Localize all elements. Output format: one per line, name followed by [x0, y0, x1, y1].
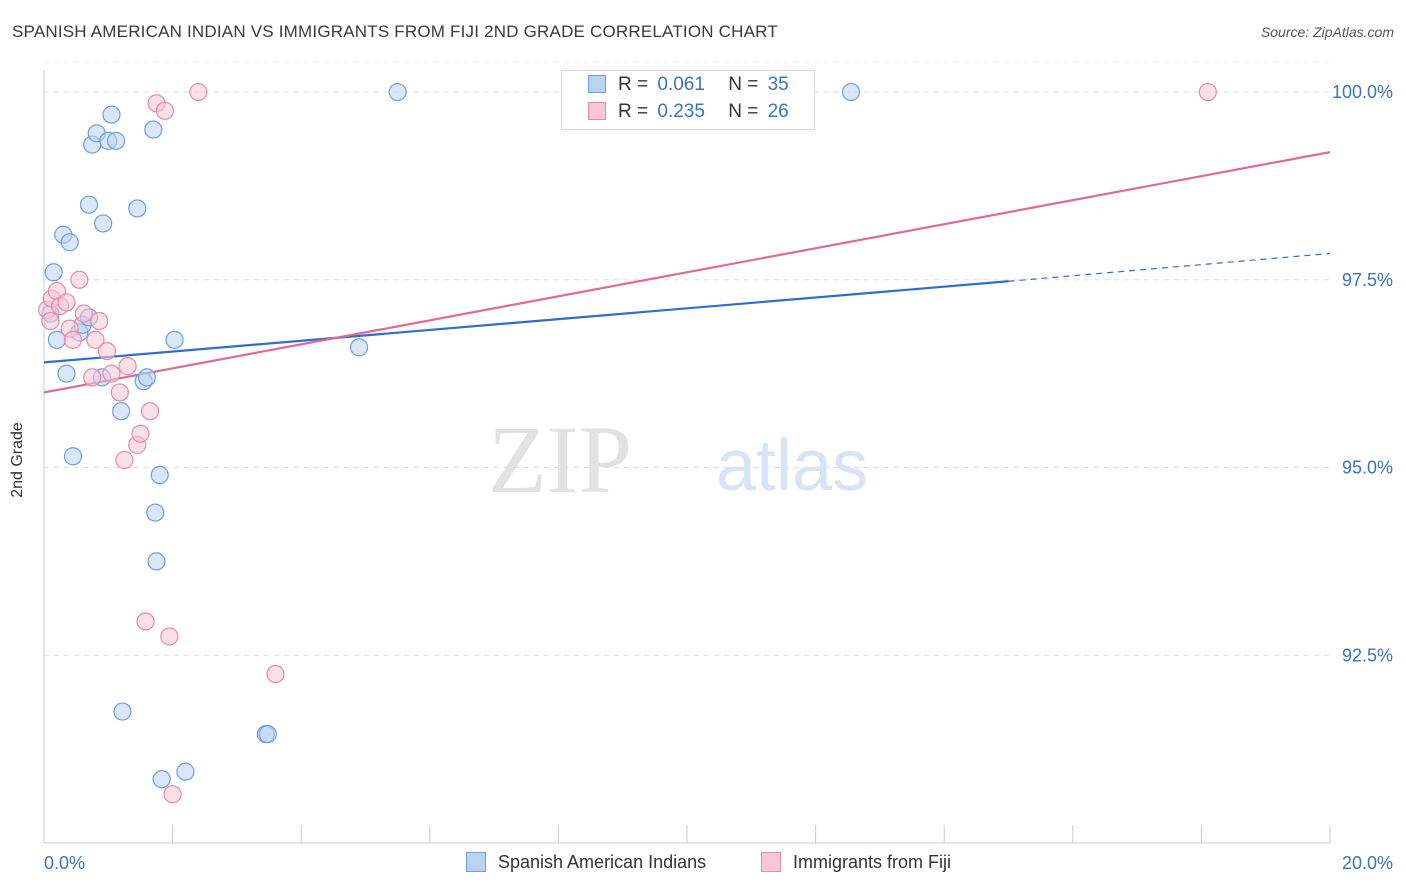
x-tick-label: 0.0% [44, 853, 85, 873]
gridlines [44, 61, 1330, 656]
bottom-legend-swatch-pink [761, 852, 781, 872]
bottom-legend-series2: Immigrants from Fiji [761, 852, 951, 873]
blue-data-point [113, 702, 132, 721]
y-tick-label: 95.0% [1342, 458, 1393, 478]
blue-data-point [44, 263, 63, 282]
blue-data-point [150, 465, 169, 485]
pink-data-point [136, 612, 155, 631]
blue-data-point [176, 762, 195, 781]
legend-n-label: N = [728, 74, 759, 95]
legend-r-label: R = [618, 101, 649, 122]
pink-data-point [163, 785, 182, 804]
blue-data-point [128, 199, 147, 218]
legend-row-blue: R = 0.061 N = 35 [588, 74, 789, 98]
pink-data-point [140, 402, 160, 421]
watermark-zip: ZIP [488, 406, 632, 513]
y-tick-label: 92.5% [1342, 645, 1393, 665]
blue-data-point [349, 338, 369, 357]
y-axis-label: 2nd Grade [9, 422, 26, 498]
pink-data-point [110, 383, 129, 402]
pink-data-point [41, 311, 60, 331]
blue-data-point [57, 364, 76, 383]
blue-data-point [146, 503, 165, 522]
bottom-legend-series1: Spanish American Indians [466, 852, 706, 873]
pink-data-point [102, 364, 121, 383]
blue-data-point [106, 131, 126, 150]
legend-n-value: 35 [767, 74, 789, 95]
tick-labels: 100.0% 97.5% 95.0% 92.5% 0.0% 20.0% [44, 82, 1393, 873]
pink-data-point [115, 450, 134, 470]
pink-data-point [189, 82, 208, 102]
pink-data-point [266, 664, 285, 684]
blue-data-point [152, 770, 171, 789]
legend-r-value: 0.235 [657, 101, 705, 122]
blue-data-point [388, 82, 407, 102]
pink-data-point [131, 424, 150, 443]
blue-data-point [79, 195, 99, 214]
pink-data-point [83, 368, 102, 387]
blue-data-point [258, 725, 277, 744]
legend-swatch-blue [588, 75, 606, 93]
trend-lines [43, 151, 1331, 394]
pink-data-point [90, 311, 109, 331]
pink-data-point [57, 293, 76, 312]
blue-data-point [165, 330, 184, 349]
pink-data-point [1198, 82, 1217, 102]
axes [43, 70, 1331, 844]
legend-r-label: R = [618, 74, 649, 95]
pink-data-point [86, 330, 105, 349]
pink-data-point [160, 627, 179, 646]
data-points [38, 82, 1217, 804]
blue-data-point [60, 233, 79, 252]
bottom-legend-swatch-blue [466, 852, 486, 872]
blue-data-point [137, 368, 156, 387]
pink-data-point [70, 270, 89, 289]
blue-data-point [841, 82, 861, 102]
legend-n-label: N = [728, 101, 759, 122]
pink-data-point [63, 330, 83, 349]
y-tick-label: 97.5% [1342, 270, 1393, 290]
blue-trend-line [43, 280, 1009, 364]
blue-data-point [144, 120, 163, 139]
pink-data-point [155, 101, 174, 120]
pink-data-point [97, 342, 117, 361]
blue-data-point [94, 214, 113, 233]
pink-data-point [74, 304, 93, 323]
pink-data-point [118, 357, 137, 376]
pink-trend-line [43, 151, 1331, 394]
correlation-legend: R = 0.061 N = 35 R = 0.235 N = 26 [561, 70, 815, 130]
blue-data-point [112, 402, 131, 421]
watermark: ZIP atlas [488, 406, 868, 513]
blue-trend-extension [1008, 252, 1331, 282]
legend-n-value: 26 [767, 101, 789, 122]
blue-data-point [63, 447, 83, 466]
bottom-legend-label-blue: Spanish American Indians [498, 852, 707, 872]
blue-data-point [147, 552, 166, 571]
bottom-legend-label-pink: Immigrants from Fiji [793, 852, 952, 872]
x-tick-label: 20.0% [1342, 853, 1393, 873]
legend-r-value: 0.061 [657, 74, 705, 95]
watermark-atlas: atlas [716, 426, 868, 506]
y-tick-label: 100.0% [1332, 82, 1393, 102]
legend-swatch-pink [588, 102, 606, 120]
source-label: Source: ZipAtlas.com [1260, 24, 1394, 40]
chart-title: SPANISH AMERICAN INDIAN VS IMMIGRANTS FR… [12, 22, 778, 41]
legend-row-pink: R = 0.235 N = 26 [588, 101, 789, 125]
blue-data-point [102, 105, 121, 124]
